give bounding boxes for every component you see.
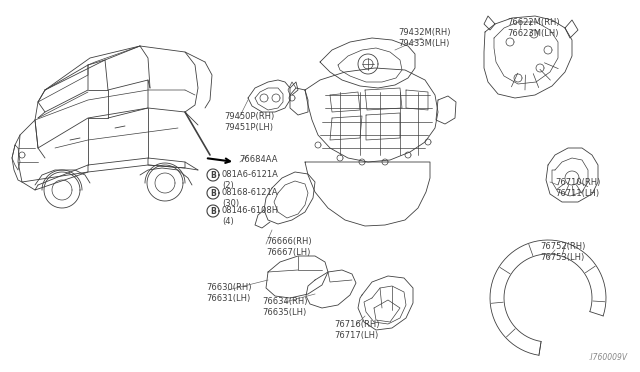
Text: 76622M(RH)
76623M(LH): 76622M(RH) 76623M(LH) [507, 18, 559, 38]
Text: 76684AA: 76684AA [239, 155, 278, 164]
Text: .I760009V: .I760009V [589, 353, 628, 362]
Text: 08146-6108H
(4): 08146-6108H (4) [222, 206, 279, 227]
Text: 76716(RH)
76717(LH): 76716(RH) 76717(LH) [334, 320, 380, 340]
Text: 79432M(RH)
79433M(LH): 79432M(RH) 79433M(LH) [398, 28, 451, 48]
Text: 76666(RH)
76667(LH): 76666(RH) 76667(LH) [266, 237, 312, 257]
Text: B: B [210, 206, 216, 215]
Text: B: B [210, 170, 216, 180]
Text: 79450P(RH)
79451P(LH): 79450P(RH) 79451P(LH) [224, 112, 275, 132]
Text: 081A6-6121A
(2): 081A6-6121A (2) [222, 170, 279, 190]
Text: 08168-6121A
(30): 08168-6121A (30) [222, 188, 278, 208]
Text: 76634(RH)
76635(LH): 76634(RH) 76635(LH) [262, 297, 307, 317]
Text: B: B [210, 189, 216, 198]
Text: 76710(RH)
76711(LH): 76710(RH) 76711(LH) [555, 178, 600, 198]
Text: 76752(RH)
76753(LH): 76752(RH) 76753(LH) [540, 242, 586, 263]
Text: 76630(RH)
76631(LH): 76630(RH) 76631(LH) [206, 283, 252, 304]
